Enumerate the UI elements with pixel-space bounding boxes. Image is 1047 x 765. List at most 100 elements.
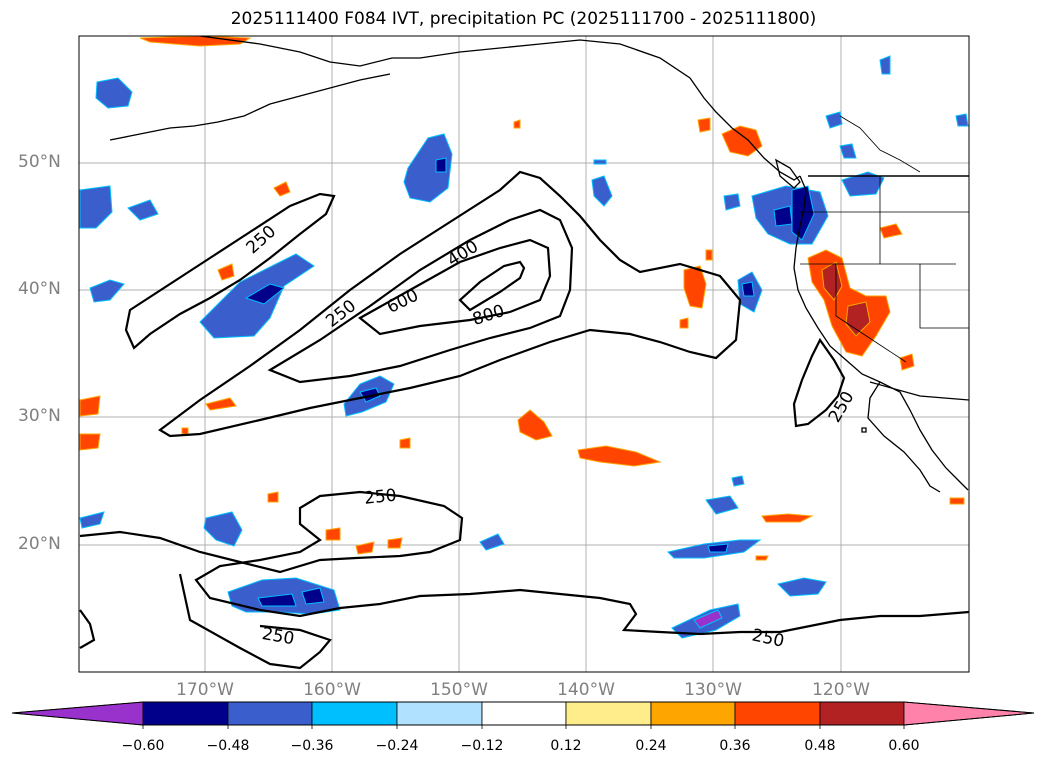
longitude-label: 140°W bbox=[557, 680, 615, 700]
precip-blob bbox=[839, 143, 857, 159]
colorbar-tick-label: −0.24 bbox=[375, 738, 419, 754]
state-border bbox=[835, 264, 907, 363]
precip-blob bbox=[79, 433, 101, 451]
precip-blob bbox=[761, 513, 814, 523]
colorbar-ticks bbox=[142, 725, 905, 729]
contour-label-400: 400 bbox=[444, 237, 482, 271]
precip-blob bbox=[731, 475, 745, 487]
coastlines bbox=[109, 36, 969, 493]
precip-blob bbox=[79, 511, 105, 529]
colorbar-tick-label: 0.36 bbox=[719, 738, 751, 754]
colorbar-tick-label: −0.36 bbox=[290, 738, 334, 754]
latitude-label: 20°N bbox=[18, 534, 61, 554]
state-border bbox=[919, 264, 969, 329]
longitude-label: 160°W bbox=[303, 680, 361, 700]
latitude-label: 50°N bbox=[18, 152, 61, 172]
colorbar bbox=[11, 701, 1035, 729]
precip-blob bbox=[955, 113, 969, 127]
longitude-label: 130°W bbox=[684, 680, 742, 700]
ivt-contour-600 bbox=[358, 238, 552, 336]
colorbar-tick-label: −0.12 bbox=[460, 738, 504, 754]
ivt-contour-250-main bbox=[158, 170, 742, 438]
alaska-coast bbox=[199, 36, 801, 181]
hawaii-island bbox=[861, 427, 867, 433]
colorbar-segment bbox=[650, 701, 736, 726]
baja-california bbox=[867, 381, 941, 493]
colorbar-segment bbox=[734, 701, 821, 726]
map-title: 2025111400 F084 IVT, precipitation PC (2… bbox=[230, 9, 817, 29]
precip-blob bbox=[593, 159, 607, 165]
colorbar-segment bbox=[311, 701, 398, 726]
precip-blob bbox=[203, 511, 243, 547]
precip-blob bbox=[705, 249, 713, 261]
colorbar-segment bbox=[565, 701, 652, 726]
vancouver-island bbox=[774, 158, 801, 189]
precip-blob bbox=[95, 77, 133, 109]
precip-blob bbox=[479, 533, 505, 551]
precip-positive-blobs bbox=[79, 36, 965, 561]
precip-blob bbox=[755, 555, 769, 561]
precip-blob bbox=[301, 587, 325, 605]
precip-blob bbox=[205, 397, 237, 411]
ivt-contour-250-west bbox=[79, 609, 96, 649]
ivt-contour-800 bbox=[458, 260, 526, 312]
precip-blob bbox=[697, 117, 711, 133]
precip-blob bbox=[399, 437, 411, 449]
colorbar-tick-label: 0.48 bbox=[804, 738, 836, 754]
aleutian-islands bbox=[109, 73, 391, 141]
precip-blob bbox=[517, 409, 553, 441]
latitude-label: 30°N bbox=[18, 406, 61, 426]
precip-blob bbox=[773, 205, 793, 227]
ivt-contours bbox=[79, 170, 969, 670]
contour-label-250: 250 bbox=[243, 222, 280, 259]
precip-blob bbox=[79, 395, 101, 417]
colorbar-extend-min bbox=[11, 701, 144, 726]
us-mexico-border bbox=[869, 381, 969, 401]
precip-blob bbox=[777, 577, 827, 597]
colorbar-tick-label: −0.48 bbox=[206, 738, 250, 754]
precip-blob bbox=[949, 497, 965, 505]
contour-label-250: 250 bbox=[260, 624, 295, 649]
precip-negative-blobs bbox=[79, 55, 969, 639]
latitude-label: 40°N bbox=[18, 279, 61, 299]
precip-blob bbox=[403, 133, 453, 203]
precip-blob bbox=[513, 119, 521, 129]
ivt-contour-250-north bbox=[124, 192, 336, 350]
precip-blob bbox=[879, 55, 891, 75]
contour-label-250: 250 bbox=[363, 486, 397, 509]
colorbar-segment bbox=[227, 701, 313, 726]
precip-blob bbox=[707, 543, 729, 553]
precip-blob bbox=[723, 193, 741, 211]
precip-blob bbox=[899, 353, 915, 371]
precip-blob bbox=[181, 427, 189, 435]
precip-blob bbox=[89, 279, 125, 303]
precip-blob bbox=[705, 495, 739, 515]
colorbar-tick-label: 0.60 bbox=[888, 738, 920, 754]
ivt-contour-400 bbox=[267, 208, 574, 384]
colorbar-tick-label: 0.12 bbox=[550, 738, 582, 754]
precip-blob bbox=[693, 609, 723, 629]
precip-blob bbox=[845, 301, 871, 337]
precip-blob bbox=[217, 263, 235, 281]
longitude-label: 150°W bbox=[430, 680, 488, 700]
precip-blob bbox=[244, 283, 286, 305]
precip-blob bbox=[325, 527, 341, 541]
precip-blob bbox=[825, 111, 843, 129]
colorbar-segment bbox=[142, 701, 229, 726]
precip-blob bbox=[721, 125, 763, 157]
precip-blob bbox=[79, 185, 113, 229]
contour-label-250: 250 bbox=[825, 388, 859, 426]
contour-label-250: 250 bbox=[750, 625, 786, 651]
colorbar-tick-label: −0.60 bbox=[121, 738, 165, 754]
colorbar-segment bbox=[396, 701, 483, 726]
canada-interior bbox=[839, 115, 921, 173]
ivt-contour-250-east bbox=[792, 337, 846, 428]
precip-blob bbox=[683, 265, 707, 309]
precip-blob bbox=[577, 445, 662, 467]
ivt-contour-250-south bbox=[79, 490, 969, 636]
gridlines bbox=[79, 36, 969, 672]
bc-coast bbox=[793, 175, 807, 269]
precip-blob bbox=[591, 175, 613, 207]
colorbar-tick-label: 0.24 bbox=[635, 738, 667, 754]
